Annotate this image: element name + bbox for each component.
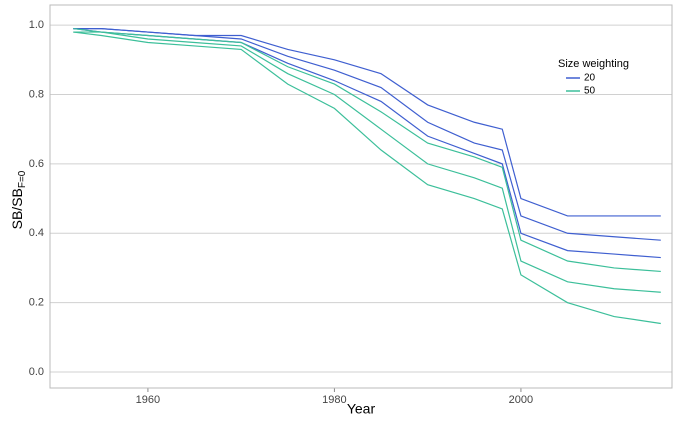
y-tick-label: 0.6 [29, 158, 44, 170]
series-line [73, 31, 661, 325]
y-tick-label: 0.2 [29, 297, 44, 309]
y-axis-title-sub: F=0 [17, 170, 28, 188]
series-line [73, 27, 661, 273]
plot-border [49, 4, 673, 389]
x-tick-label: 1980 [322, 394, 346, 406]
x-tick-label: 1960 [136, 394, 160, 406]
y-axis-title: SB/SBF=0 [9, 170, 28, 229]
legend-label: 20 [584, 73, 596, 84]
y-tick-label: 0.0 [29, 366, 44, 378]
y-tick-label: 0.4 [29, 227, 44, 239]
x-tick-label: 2000 [509, 394, 533, 406]
legend-label: 50 [584, 86, 596, 97]
series-line [73, 27, 661, 241]
series-line [73, 31, 661, 293]
y-tick-label: 0.8 [29, 88, 44, 100]
series-line [73, 27, 661, 217]
y-axis-title-main: SB/SB [9, 188, 25, 229]
legend-title: Size weighting [558, 58, 629, 70]
x-axis-title: Year [347, 401, 376, 417]
y-tick-label: 1.0 [29, 19, 44, 31]
